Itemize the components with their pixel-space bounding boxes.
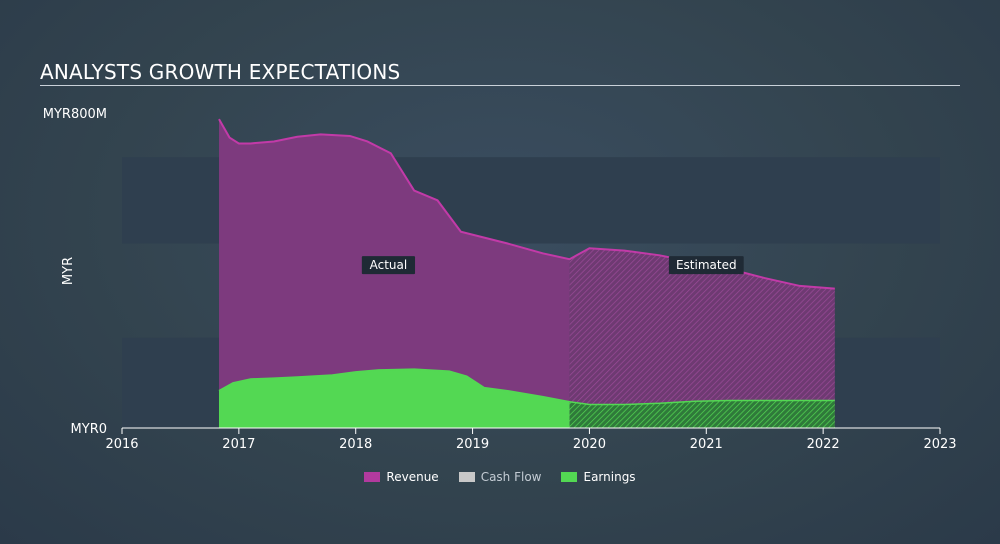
annotation-text: Actual — [370, 258, 408, 272]
legend-item-earnings[interactable]: Earnings — [561, 470, 636, 484]
legend-swatch-cash-flow — [458, 472, 475, 482]
legend-swatch-revenue — [364, 472, 381, 482]
legend-item-cash-flow[interactable]: Cash Flow — [458, 470, 542, 484]
title-divider — [40, 85, 960, 86]
legend-label-earnings: Earnings — [583, 470, 636, 484]
earnings-area-estimated — [569, 400, 835, 428]
x-tick-label-2022: 2022 — [807, 437, 840, 452]
x-tick-label-2019: 2019 — [456, 437, 489, 452]
x-tick-label-2021: 2021 — [690, 437, 723, 452]
x-tick-label-2023: 2023 — [923, 437, 956, 452]
chart-legend: Revenue Cash Flow Earnings — [0, 470, 1000, 484]
annotation-text: Estimated — [676, 258, 737, 272]
earnings-area-actual — [218, 369, 570, 428]
x-tick-label-2017: 2017 — [222, 437, 255, 452]
legend-label-revenue: Revenue — [386, 470, 439, 484]
earnings-line — [218, 368, 835, 406]
x-tick-label-2018: 2018 — [339, 437, 372, 452]
page-title: ANALYSTS GROWTH EXPECTATIONS — [40, 60, 401, 84]
legend-item-revenue[interactable]: Revenue — [364, 470, 439, 484]
revenue-area-estimated — [569, 248, 835, 428]
y-tick-label-max: MYR800M — [43, 107, 107, 122]
annotation-actual: Actual — [361, 256, 416, 275]
annotation-bg — [361, 256, 416, 275]
legend-swatch-earnings — [561, 472, 578, 482]
legend-label-cash-flow: Cash Flow — [480, 470, 542, 484]
x-tick-label-2020: 2020 — [573, 437, 606, 452]
y-axis-label: MYR — [61, 257, 76, 285]
annotation-estimated: Estimated — [668, 256, 744, 275]
x-tick-label-2016: 2016 — [105, 437, 138, 452]
y-tick-label-min: MYR0 — [71, 422, 107, 437]
annotation-bg — [668, 256, 744, 275]
